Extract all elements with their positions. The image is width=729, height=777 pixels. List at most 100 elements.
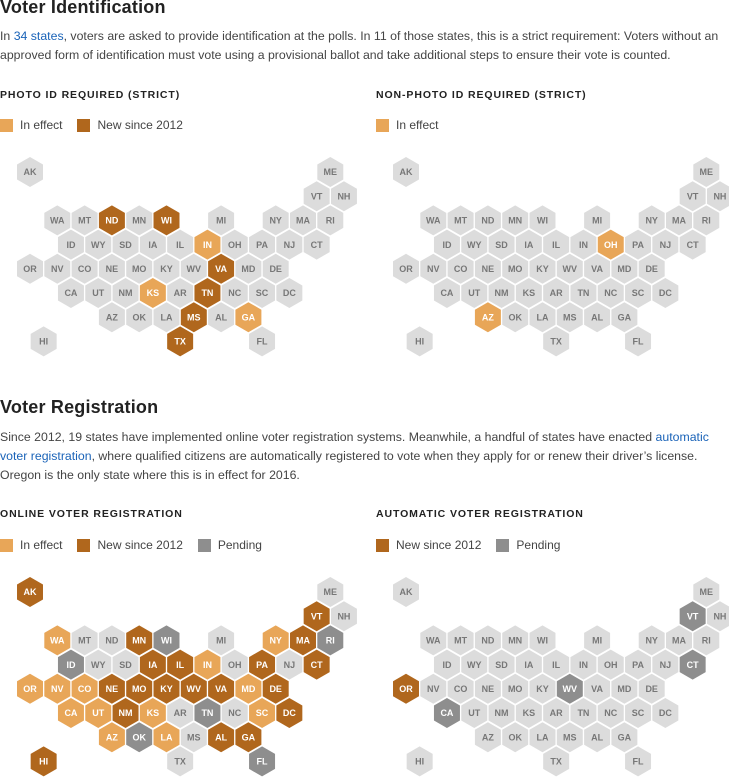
state-hex-tn[interactable]: TN (194, 278, 221, 308)
state-hex-ga[interactable]: GA (235, 722, 262, 753)
state-hex-wv[interactable]: WV (556, 673, 583, 704)
state-hex-sd[interactable]: SD (112, 649, 139, 680)
state-hex-ky[interactable]: KY (529, 673, 556, 704)
state-hex-sc[interactable]: SC (625, 278, 652, 308)
state-hex-hi[interactable]: HI (406, 326, 433, 357)
state-hex-il[interactable]: IL (167, 649, 194, 680)
state-hex-wi[interactable]: WI (529, 625, 556, 656)
state-hex-ca[interactable]: CA (57, 698, 84, 728)
state-hex-oh[interactable]: OH (597, 649, 624, 680)
state-hex-ar[interactable]: AR (167, 698, 194, 728)
state-hex-ma[interactable]: MA (666, 625, 692, 656)
state-hex-ct[interactable]: CT (303, 229, 330, 260)
state-hex-ak[interactable]: AK (393, 577, 419, 607)
state-hex-tn[interactable]: TN (570, 698, 597, 728)
state-hex-sc[interactable]: SC (249, 278, 276, 308)
state-hex-mo[interactable]: MO (502, 673, 529, 704)
state-hex-mt[interactable]: MT (447, 625, 474, 656)
state-hex-ne[interactable]: NE (98, 673, 125, 704)
state-hex-tx[interactable]: TX (167, 326, 194, 357)
state-hex-ca[interactable]: CA (433, 698, 460, 728)
state-hex-ks[interactable]: KS (515, 278, 542, 308)
state-hex-nh[interactable]: NH (706, 601, 729, 632)
state-hex-nv[interactable]: NV (44, 673, 71, 704)
state-hex-vt[interactable]: VT (303, 601, 330, 632)
state-hex-mo[interactable]: MO (502, 253, 529, 284)
state-hex-al[interactable]: AL (208, 302, 235, 333)
state-hex-wv[interactable]: WV (556, 253, 583, 284)
state-hex-co[interactable]: CO (447, 673, 474, 704)
state-hex-md[interactable]: MD (611, 673, 638, 704)
state-hex-ut[interactable]: UT (85, 698, 112, 728)
state-hex-dc[interactable]: DC (276, 278, 303, 308)
state-hex-ms[interactable]: MS (180, 302, 207, 333)
state-hex-nd[interactable]: ND (474, 205, 501, 236)
state-hex-ks[interactable]: KS (139, 698, 166, 728)
state-hex-va[interactable]: VA (208, 673, 235, 704)
state-hex-ok[interactable]: OK (126, 722, 153, 753)
state-hex-ri[interactable]: RI (693, 625, 720, 656)
state-hex-dc[interactable]: DC (652, 698, 679, 728)
state-hex-md[interactable]: MD (611, 253, 638, 284)
state-hex-ar[interactable]: AR (543, 698, 570, 728)
state-hex-ne[interactable]: NE (474, 253, 501, 284)
state-hex-dc[interactable]: DC (276, 698, 303, 728)
state-hex-oh[interactable]: OH (597, 229, 624, 260)
state-hex-nc[interactable]: NC (597, 698, 624, 728)
state-hex-ri[interactable]: RI (317, 205, 344, 236)
state-hex-oh[interactable]: OH (221, 229, 248, 260)
state-hex-co[interactable]: CO (71, 253, 98, 284)
state-hex-de[interactable]: DE (262, 253, 289, 284)
state-hex-de[interactable]: DE (638, 673, 665, 704)
state-hex-ga[interactable]: GA (235, 302, 262, 333)
state-hex-nh[interactable]: NH (330, 601, 357, 632)
state-hex-az[interactable]: AZ (98, 722, 125, 753)
state-hex-hi[interactable]: HI (30, 326, 57, 357)
state-hex-ut[interactable]: UT (461, 278, 488, 308)
state-hex-mt[interactable]: MT (447, 205, 474, 236)
state-hex-az[interactable]: AZ (474, 722, 501, 753)
state-hex-ne[interactable]: NE (474, 673, 501, 704)
state-hex-in[interactable]: IN (570, 229, 597, 260)
state-hex-nc[interactable]: NC (221, 278, 248, 308)
state-hex-va[interactable]: VA (584, 673, 611, 704)
state-hex-md[interactable]: MD (235, 253, 262, 284)
state-hex-ga[interactable]: GA (611, 722, 638, 753)
state-hex-ia[interactable]: IA (515, 649, 542, 680)
state-hex-ms[interactable]: MS (180, 722, 207, 753)
state-hex-ia[interactable]: IA (515, 229, 542, 260)
automatic-voter-registration-link[interactable]: automatic voter registration (0, 430, 709, 463)
state-hex-nj[interactable]: NJ (652, 649, 679, 680)
state-hex-ia[interactable]: IA (139, 649, 166, 680)
state-hex-az[interactable]: AZ (474, 302, 501, 333)
state-hex-nm[interactable]: NM (112, 278, 139, 308)
state-hex-pa[interactable]: PA (249, 229, 276, 260)
state-hex-ut[interactable]: UT (85, 278, 112, 308)
state-hex-me[interactable]: ME (317, 157, 344, 187)
state-hex-ny[interactable]: NY (638, 625, 665, 656)
state-hex-mt[interactable]: MT (71, 625, 98, 656)
state-hex-nm[interactable]: NM (488, 278, 515, 308)
state-hex-nd[interactable]: ND (98, 625, 125, 656)
state-hex-tn[interactable]: TN (194, 698, 221, 728)
state-hex-co[interactable]: CO (447, 253, 474, 284)
state-hex-pa[interactable]: PA (625, 649, 652, 680)
state-hex-va[interactable]: VA (584, 253, 611, 284)
state-hex-ar[interactable]: AR (167, 278, 194, 308)
state-hex-ca[interactable]: CA (433, 278, 460, 308)
state-hex-la[interactable]: LA (153, 722, 180, 753)
state-hex-nm[interactable]: NM (112, 698, 139, 728)
state-hex-ga[interactable]: GA (611, 302, 638, 333)
state-hex-ks[interactable]: KS (139, 278, 166, 308)
state-hex-ak[interactable]: AK (393, 157, 419, 187)
state-hex-al[interactable]: AL (584, 302, 611, 333)
state-hex-vt[interactable]: VT (679, 601, 706, 632)
state-hex-ri[interactable]: RI (693, 205, 720, 236)
state-hex-nj[interactable]: NJ (652, 229, 679, 260)
state-hex-nd[interactable]: ND (474, 625, 501, 656)
state-hex-wi[interactable]: WI (529, 205, 556, 236)
state-hex-fl[interactable]: FL (625, 746, 652, 777)
state-hex-sc[interactable]: SC (625, 698, 652, 728)
state-hex-de[interactable]: DE (262, 673, 289, 704)
state-hex-oh[interactable]: OH (221, 649, 248, 680)
